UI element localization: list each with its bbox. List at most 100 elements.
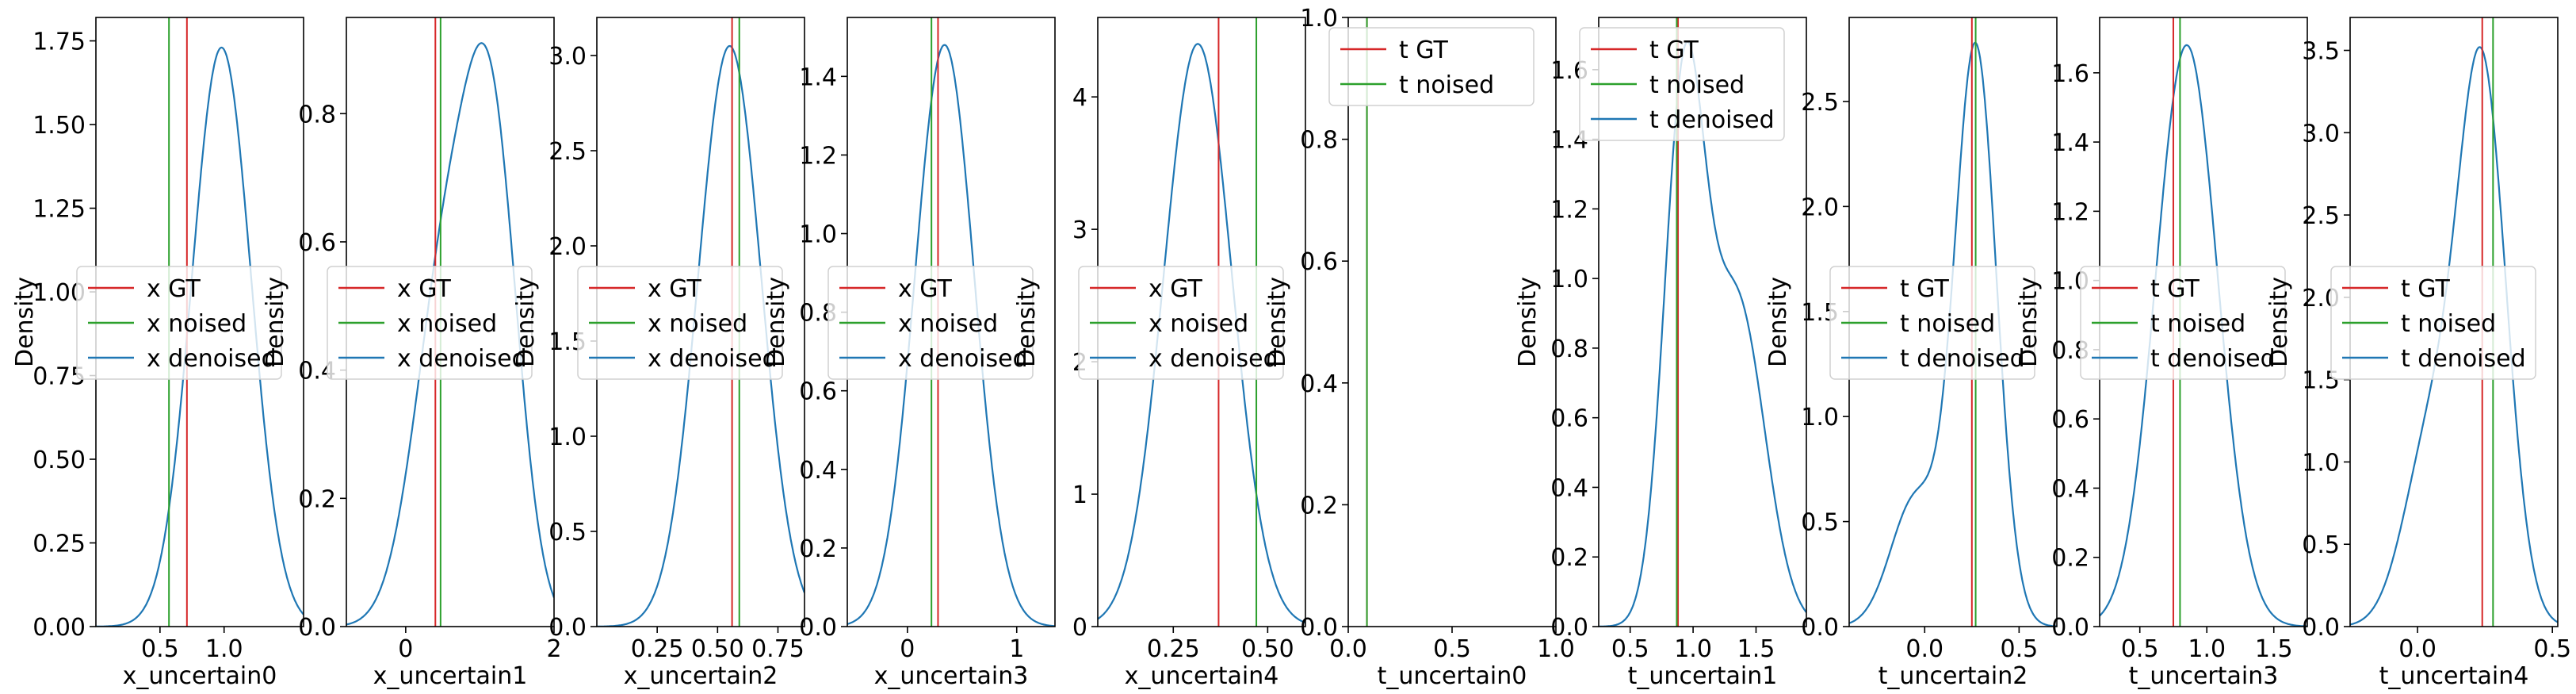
subplot-2: 0.25 0.50 0.750.00.51.01.52.02.53.0x_uncer… xyxy=(512,17,805,690)
y-axis-label: Density xyxy=(2015,277,2043,367)
legend: t GT t noised t denoised xyxy=(1579,27,1785,141)
y-tick-label: 0.6 xyxy=(799,378,837,406)
density-curve xyxy=(2350,46,2558,626)
y-tick-label: 0.50 xyxy=(32,447,86,474)
subplot-9: 0.0 0.50.00.51.01.52.02.53.03.5t_uncertai… xyxy=(2265,17,2571,690)
y-tick-label: 0.8 xyxy=(298,101,336,128)
legend-label: x denoised xyxy=(898,345,1028,373)
density-curve xyxy=(1098,43,1305,624)
legend-label: x noised xyxy=(1148,310,1248,338)
y-tick-label: 0.0 xyxy=(298,614,336,642)
legend-box xyxy=(577,266,783,380)
x-tick-label: 0.5 xyxy=(1611,635,1649,663)
y-tick-label: 0.4 xyxy=(2051,475,2089,503)
legend: t GT t noised t denoised xyxy=(2080,266,2286,380)
y-tick-label: 0.00 xyxy=(32,614,86,642)
legend-label: x denoised xyxy=(397,345,527,373)
y-tick-label: 2.5 xyxy=(2302,202,2340,230)
y-tick-label: 2.5 xyxy=(548,138,587,166)
y-axis-label: Density xyxy=(262,277,289,367)
legend-label: t GT xyxy=(2401,275,2450,303)
x-tick-label: 0.75 xyxy=(751,635,805,663)
y-axis-label: Density xyxy=(11,277,39,367)
y-tick-label: 2.5 xyxy=(1801,89,1839,117)
y-tick-label: 0.2 xyxy=(1300,492,1338,520)
y-axis-label: Density xyxy=(512,277,540,367)
legend-label: t noised xyxy=(1900,310,1995,338)
density-curve xyxy=(96,46,304,627)
x-tick-label: 1.0 xyxy=(1537,635,1575,663)
legend-label: t noised xyxy=(1399,71,1494,99)
legend-label: x denoised xyxy=(648,345,778,373)
x-tick-label: 0.25 xyxy=(631,635,684,663)
x-axis-label: t_uncertain0 xyxy=(1378,662,1527,690)
y-tick-label: 2.0 xyxy=(548,233,587,261)
x-tick-label: 1 xyxy=(1009,635,1024,663)
x-tick-label: 0.5 xyxy=(2001,635,2039,663)
y-tick-label: 4 xyxy=(1072,84,1087,112)
x-axis-label: t_uncertain2 xyxy=(1878,662,2028,690)
legend-label: t denoised xyxy=(2150,345,2276,373)
legend-label: x noised xyxy=(648,310,747,338)
legend-label: t GT xyxy=(1649,36,1699,64)
legend: x GT x noised x denoised xyxy=(327,266,533,380)
x-axis-label: x_uncertain0 xyxy=(123,662,277,690)
legend-label: t GT xyxy=(1900,275,1949,303)
x-tick-label: 2 xyxy=(546,635,561,663)
axes-frame xyxy=(1598,17,1807,627)
y-tick-label: 3.0 xyxy=(2302,120,2340,148)
legend-label: x GT xyxy=(1148,275,1202,303)
legend-label: t denoised xyxy=(1649,106,1775,134)
legend-box xyxy=(76,266,282,380)
legend: t GT t noised xyxy=(1328,27,1535,106)
y-tick-label: 1.0 xyxy=(1801,404,1839,431)
y-tick-label: 1.0 xyxy=(548,424,587,451)
x-tick-label: 0.0 xyxy=(2398,635,2436,663)
y-tick-label: 0.0 xyxy=(1550,614,1588,642)
density-curve xyxy=(847,44,1055,627)
y-tick-label: 1.4 xyxy=(799,63,837,91)
y-tick-label: 1.4 xyxy=(2051,129,2089,157)
legend-box xyxy=(2080,266,2286,380)
x-tick-label: 0.50 xyxy=(1241,635,1294,663)
x-axis-label: t_uncertain4 xyxy=(2379,662,2529,690)
y-tick-label: 3.0 xyxy=(548,43,587,71)
y-tick-label: 0.5 xyxy=(1801,509,1839,537)
legend-label: x GT xyxy=(397,275,451,303)
x-axis-label: x_uncertain3 xyxy=(874,662,1029,690)
x-tick-label: 1.5 xyxy=(2255,635,2293,663)
y-tick-label: 3 xyxy=(1072,217,1087,244)
subplot-3: 0 10.00.20.40.60.81.01.21.4x_uncertain3De… xyxy=(762,17,1056,690)
legend-label: t GT xyxy=(2150,275,2200,303)
legend-box xyxy=(327,266,533,380)
y-axis-label: Density xyxy=(1013,277,1041,367)
x-tick-label: 0 xyxy=(900,635,915,663)
legend-label: x GT xyxy=(147,275,201,303)
legend-label: t noised xyxy=(2401,310,2496,338)
x-axis-label: x_uncertain4 xyxy=(1125,662,1279,690)
x-tick-label: 1.0 xyxy=(1674,635,1712,663)
y-tick-label: 1.0 xyxy=(2302,449,2340,477)
density-curve xyxy=(2100,44,2307,627)
y-axis-label: Density xyxy=(762,277,790,367)
x-tick-label: 0.5 xyxy=(141,635,179,663)
subplot-6: 0.5 1.0 1.50.00.20.40.60.81.01.21.41.6t_un… xyxy=(1514,17,1807,690)
legend-label: t GT xyxy=(1399,36,1448,64)
legend: t GT t noised t denoised xyxy=(1829,266,2035,380)
y-axis-label: Density xyxy=(2265,277,2293,367)
y-tick-label: 1.2 xyxy=(2051,198,2089,226)
legend-label: t noised xyxy=(2150,310,2245,338)
x-axis-label: x_uncertain2 xyxy=(624,662,778,690)
legend: x GT x noised x denoised xyxy=(827,266,1034,380)
x-tick-label: 1.0 xyxy=(205,635,243,663)
y-tick-label: 0.2 xyxy=(1550,544,1588,572)
y-tick-label: 0.4 xyxy=(1550,474,1588,502)
y-tick-label: 0.0 xyxy=(548,614,587,642)
y-tick-label: 1.2 xyxy=(799,142,837,170)
legend-box xyxy=(1328,27,1535,106)
legend-label: t noised xyxy=(1649,71,1745,99)
x-tick-label: 1.0 xyxy=(2188,635,2226,663)
y-tick-label: 2.0 xyxy=(1801,194,1839,221)
